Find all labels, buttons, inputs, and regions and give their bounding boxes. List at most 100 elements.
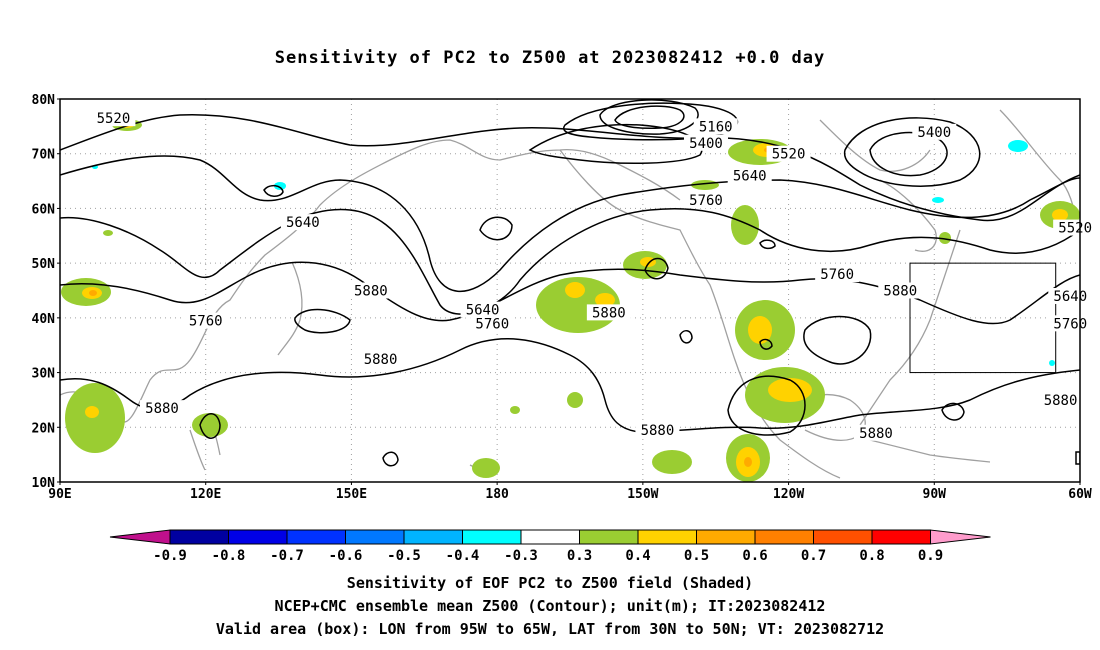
contour-label-text: 5400 (917, 125, 951, 141)
lat-label: 20N (32, 421, 56, 436)
colorbar: -0.9 -0.8 -0.7 -0.6 -0.5 -0.4 -0.3 0.3 0.4 0.5 0.6… (109, 529, 991, 564)
shade-orange (89, 290, 97, 296)
shade-green (652, 450, 692, 474)
shade-green (65, 383, 125, 453)
caption-line-2: NCEP+CMC ensemble mean Z500 (Contour); u… (274, 597, 826, 615)
shade-yellow (1052, 209, 1068, 221)
na-east-coast (859, 229, 961, 426)
contour-small-8 (803, 315, 872, 365)
lat-label: 60N (32, 202, 56, 217)
colorbar-segment (696, 529, 756, 545)
chart-title: Sensitivity of PC2 to Z500 at 2023082412… (274, 48, 826, 68)
colorbar-low-arrow (109, 529, 171, 545)
shade-green (510, 406, 520, 414)
contour-label-text: 5880 (883, 284, 917, 300)
contour-label: 5880 (586, 304, 631, 321)
contour-small-3 (644, 257, 669, 280)
contour-label-text: 5640 (1053, 289, 1087, 305)
contour-label-text: 5880 (364, 352, 398, 368)
colorbar-segment (403, 529, 463, 545)
shade-yellow (595, 293, 615, 307)
lon-label: 150W (627, 487, 658, 502)
contour-label-text: 5880 (641, 423, 675, 439)
colorbar-label: 0.7 (801, 548, 826, 564)
contour-label: 5880 (635, 422, 680, 439)
caption-line-3: Valid area (box): LON from 95W to 65W, L… (215, 620, 885, 638)
contour-label-text: 5880 (354, 284, 388, 300)
colorbar-segment (228, 529, 288, 545)
shade-green (192, 413, 228, 437)
contour-label: 5640 (1048, 287, 1093, 305)
caribbean (869, 439, 991, 463)
colorbar-label: 0.8 (859, 548, 884, 564)
lat-label: 10N (32, 476, 56, 491)
contour-label-text: 5520 (772, 147, 806, 163)
shade-cyan (274, 182, 286, 190)
longitude-labels: 90E 120E 150E 180 150W 120W 90W 60W (48, 482, 1092, 502)
lon-label: 90E (48, 487, 71, 502)
lat-label: 80N (32, 93, 56, 108)
contour-label: 5520 (766, 145, 811, 163)
shade-yellow (565, 282, 585, 298)
contour-label: 5760 (183, 312, 228, 330)
lat-label: 40N (32, 312, 56, 327)
contour-5520-west (60, 113, 1080, 222)
colorbar-label: 0.3 (567, 548, 592, 564)
colorbar-high-arrow (930, 529, 991, 545)
japan (277, 261, 303, 356)
contour-label: 5400 (684, 134, 728, 152)
colorbar-label: 0.5 (684, 548, 709, 564)
contour-label-text: 5760 (820, 267, 854, 283)
colorbar-label: -0.4 (446, 548, 480, 564)
hudson-bay (879, 179, 937, 252)
contour-label: 5880 (878, 282, 923, 300)
contour-small-4 (294, 308, 351, 334)
contour-label-text: 5640 (286, 215, 320, 231)
contour-label-text: 5880 (145, 401, 179, 417)
contour-label: 5760 (684, 192, 728, 209)
contour-small-10 (382, 451, 399, 467)
colorbar-label: -0.7 (270, 548, 304, 564)
contour-label: 5640 (280, 214, 325, 231)
contour-label: 5640 (727, 167, 772, 185)
contour-5880-b (60, 338, 1080, 433)
colorbar-segment (579, 529, 639, 545)
contour-5400-inner (869, 131, 948, 177)
caption-line-1: Sensitivity of EOF PC2 to Z500 field (Sh… (346, 574, 754, 592)
contour-5760 (60, 207, 1080, 315)
lon-label: 180 (485, 487, 509, 502)
contour-small-12 (727, 375, 806, 436)
lon-label: 90W (923, 487, 947, 502)
shade-green (103, 230, 113, 236)
colorbar-segment (871, 529, 931, 545)
contour-label: 5760 (470, 315, 515, 332)
contour-label-text: 5880 (859, 426, 893, 442)
colorbar-label: 0.4 (625, 548, 650, 564)
contour-label: 5880 (358, 350, 403, 368)
colorbar-segment (754, 529, 814, 545)
contour-label: 5400 (912, 123, 957, 141)
map-frame (59, 98, 1081, 483)
contour-small-7 (759, 239, 776, 250)
arctic-islands (819, 119, 931, 172)
contour-label-text: 5520 (97, 111, 131, 127)
contour-label: 5880 (140, 400, 184, 417)
contour-5880-a (60, 261, 1080, 325)
contour-label: 5520 (91, 110, 136, 127)
shade-orange (744, 457, 752, 467)
lat-label: 30N (32, 367, 56, 382)
lat-label: 50N (32, 257, 56, 272)
contour-small-6 (759, 338, 773, 350)
contour-label-text: 5640 (733, 169, 767, 185)
colorbar-label: 0.9 (918, 548, 943, 564)
contour-label-text: 5880 (1044, 393, 1078, 409)
contour-inner-1 (528, 123, 703, 165)
contour-label: 5760 (815, 266, 860, 283)
colorbar-segment (345, 529, 405, 545)
colorbar-label: -0.6 (329, 548, 363, 564)
colorbar-segment (462, 529, 522, 545)
contour-label-text: 5760 (475, 316, 509, 332)
colorbar-label: -0.3 (504, 548, 538, 564)
asia-coast (60, 139, 681, 423)
